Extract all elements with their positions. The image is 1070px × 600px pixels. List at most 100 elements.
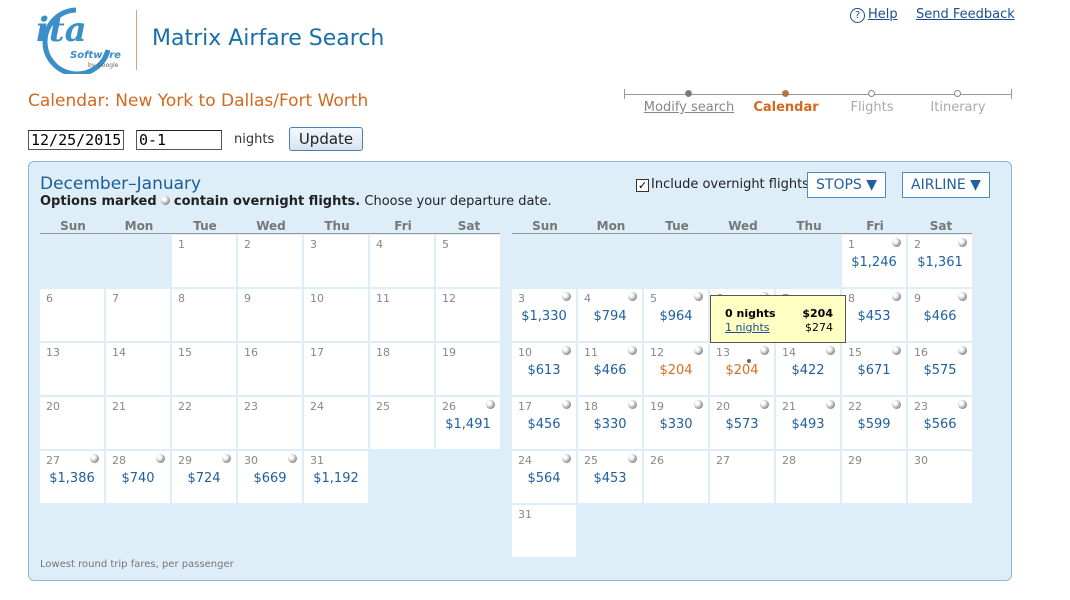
day-cell[interactable]: 15 $671 [842,343,906,395]
day-number: 16 [244,346,258,359]
fare[interactable]: $456 [527,417,561,432]
tooltip-nights[interactable]: 1 nights [725,321,770,334]
day-cell[interactable]: 17 $456 [512,397,576,449]
day-number: 22 [848,400,862,413]
overnight-icon [958,238,967,247]
day-cell[interactable]: 16 $575 [908,343,972,395]
checkbox-label[interactable]: Include overnight flights [651,177,809,192]
day-number: 17 [518,400,532,413]
day-cell: 6 [40,289,104,341]
fare[interactable]: $1,330 [521,309,567,324]
day-cell[interactable]: 29 $724 [172,451,236,503]
help-link[interactable]: Help [868,7,898,22]
fare[interactable]: $669 [253,471,287,486]
fare[interactable]: $204 [659,363,693,378]
fare[interactable]: $1,246 [851,255,897,270]
step-label[interactable]: Modify search [643,100,735,115]
fare[interactable]: $794 [593,309,627,324]
day-cell: 20 [40,397,104,449]
fare[interactable]: $422 [791,363,825,378]
day-cell: 26 [644,451,708,503]
fare-tooltip: 0 nights $204 1 nights $274 [710,295,846,343]
day-number: 27 [716,454,730,467]
day-cell[interactable]: 1 $1,246 [842,235,906,287]
fare[interactable]: $1,361 [917,255,963,270]
day-cell[interactable]: 23 $566 [908,397,972,449]
day-cell[interactable]: 18 $330 [578,397,642,449]
divider [136,10,137,70]
steps-line [624,94,1011,95]
day-cell[interactable]: 26 $1,491 [436,397,500,449]
weekday-header: Wed [256,219,286,233]
day-cell[interactable]: 3 $1,330 [512,289,576,341]
day-cell[interactable]: 11 $466 [578,343,642,395]
day-cell[interactable]: 27 $1,386 [40,451,104,503]
day-number: 16 [914,346,928,359]
day-cell[interactable]: 10 $613 [512,343,576,395]
step-label: Itinerary [930,100,986,115]
airline-filter[interactable]: AIRLINE ▼ [902,172,990,198]
day-cell[interactable]: 28 $740 [106,451,170,503]
step-dot [685,90,692,97]
day-cell[interactable]: 2 $1,361 [908,235,972,287]
date-input[interactable]: 12/25/2015 [28,130,124,150]
fare[interactable]: $573 [725,417,759,432]
day-cell: 4 [370,235,434,287]
overnight-icon [694,346,703,355]
fare[interactable]: $564 [527,471,561,486]
fare[interactable]: $330 [659,417,693,432]
day-cell[interactable]: 22 $599 [842,397,906,449]
nights-input[interactable]: 0-1 [136,130,222,150]
fare[interactable]: $671 [857,363,891,378]
day-cell: 2 [238,235,302,287]
day-cell[interactable]: 20 $573 [710,397,774,449]
fare[interactable]: $964 [659,309,693,324]
day-cell[interactable]: 14 $422 [776,343,840,395]
day-number: 22 [178,400,192,413]
header-rule [40,233,500,234]
fare[interactable]: $204 [725,363,759,378]
stops-filter[interactable]: STOPS ▼ [807,172,887,198]
fare[interactable]: $466 [923,309,957,324]
day-cell[interactable]: 24 $564 [512,451,576,503]
day-cell: 29 [842,451,906,503]
overnight-icon [958,292,967,301]
day-cell[interactable]: 4 $794 [578,289,642,341]
day-cell[interactable]: 25 $453 [578,451,642,503]
fare[interactable]: $453 [593,471,627,486]
fare[interactable]: $466 [593,363,627,378]
overnight-icon [288,454,297,463]
day-cell[interactable]: 13 $204 [710,343,774,395]
day-cell[interactable]: 21 $493 [776,397,840,449]
day-cell[interactable]: 30 $669 [238,451,302,503]
fare[interactable]: $493 [791,417,825,432]
fare[interactable]: $330 [593,417,627,432]
fare[interactable]: $453 [857,309,891,324]
day-cell[interactable]: 31 $1,192 [304,451,368,503]
day-cell[interactable]: 12 $204 [644,343,708,395]
app-title: Matrix Airfare Search [152,26,385,51]
day-cell[interactable]: 19 $330 [644,397,708,449]
fare[interactable]: $599 [857,417,891,432]
fare[interactable]: $613 [527,363,561,378]
day-number: 25 [376,400,390,413]
fare[interactable]: $1,386 [49,471,95,486]
fare[interactable]: $740 [121,471,155,486]
fare[interactable]: $1,192 [313,471,359,486]
feedback-link[interactable]: Send Feedback [916,7,1015,22]
fare[interactable]: $566 [923,417,957,432]
day-cell[interactable]: 5 $964 [644,289,708,341]
overnight-icon [760,400,769,409]
day-number: 2 [244,238,251,251]
overnight-checkbox[interactable]: ✓ [636,179,649,192]
day-number: 23 [914,400,928,413]
day-number: 28 [782,454,796,467]
update-button[interactable]: Update [289,127,363,151]
fare[interactable]: $724 [187,471,221,486]
day-number: 3 [518,292,525,305]
day-cell[interactable]: 8 $453 [842,289,906,341]
day-number: 19 [650,400,664,413]
fare[interactable]: $575 [923,363,957,378]
day-cell[interactable]: 9 $466 [908,289,972,341]
fare[interactable]: $1,491 [445,417,491,432]
